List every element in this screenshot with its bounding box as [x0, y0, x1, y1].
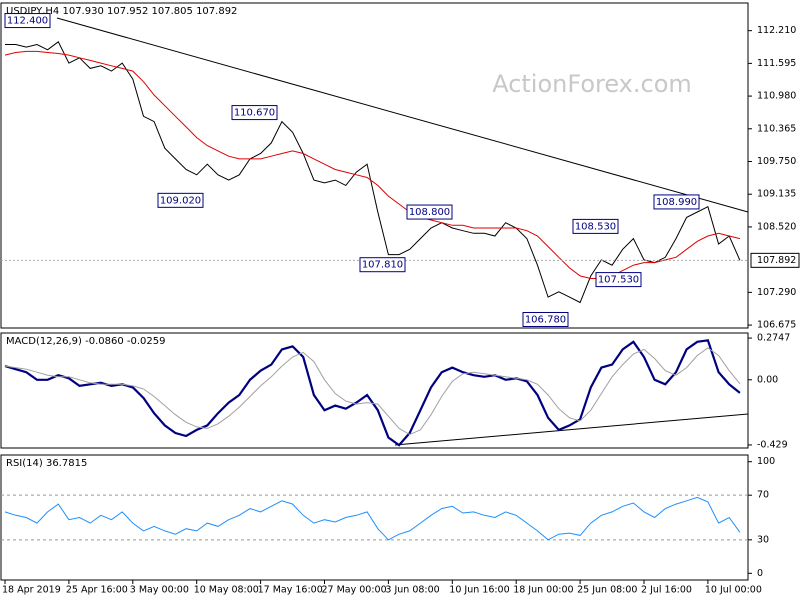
y-tick-label: 30: [757, 534, 769, 545]
y-tick-label: 70: [757, 490, 769, 501]
trend-line: [56, 17, 749, 213]
annotation-label: 107.810: [362, 260, 403, 271]
panel-title: RSI(14) 36.7815: [6, 458, 87, 469]
x-tick-label: 25 Apr 16:00: [66, 585, 128, 596]
current-price-box: [750, 252, 800, 268]
y-tick-label: 112.210: [757, 25, 796, 36]
y-tick-label: 107.290: [757, 287, 796, 298]
y-tick-label: 0: [757, 568, 763, 579]
series-line: [5, 41, 741, 304]
annotation-box: [4, 13, 51, 29]
y-tick-label: 100: [757, 456, 775, 467]
annotation-label: 108.530: [575, 221, 616, 232]
panel-frame: [0, 2, 749, 329]
annotation-box: [653, 194, 700, 210]
annotation-box: [359, 257, 406, 273]
y-tick-label: 110.365: [757, 123, 796, 134]
y-tick-label: 0.2747: [757, 333, 790, 344]
y-tick-label: 111.595: [757, 58, 796, 69]
series-line: [4, 496, 741, 541]
annotation-box: [406, 204, 453, 220]
annotation-label: 110.670: [234, 108, 275, 119]
y-tick-label: -0.429: [757, 439, 788, 450]
x-tick-label: 10 May 08:00: [194, 585, 259, 596]
x-tick-label: 3 Jun 08:00: [385, 585, 439, 596]
panel-title: MACD(12,26,9) -0.0860 -0.0259: [6, 336, 166, 347]
annotation-box: [157, 192, 204, 208]
x-tick-label: 18 Apr 2019: [2, 585, 61, 596]
annotation-label: 108.800: [409, 207, 450, 218]
x-tick-label: 18 Jun 00:00: [513, 585, 573, 596]
annotation-label: 109.020: [160, 195, 201, 206]
annotation-box: [231, 105, 278, 121]
y-tick-label: 0.00: [757, 374, 778, 385]
panel-frame: [0, 454, 749, 581]
current-price-label: 107.892: [757, 255, 796, 266]
panel-frame: [0, 332, 749, 449]
series-line: [4, 339, 741, 447]
x-tick-label: 3 May 00:00: [130, 585, 189, 596]
annotation-label: 107.530: [598, 275, 639, 286]
y-tick-label: 109.135: [757, 189, 796, 200]
y-tick-label: 106.675: [757, 320, 796, 331]
watermark: ActionForex.com: [492, 70, 692, 98]
y-tick-label: 109.750: [757, 156, 796, 167]
x-tick-label: 17 May 16:00: [258, 585, 323, 596]
series-line: [4, 347, 741, 436]
annotation-box: [522, 311, 569, 327]
x-tick-label: 10 Jul 00:00: [705, 585, 762, 596]
annotation-label: 112.400: [7, 16, 48, 27]
annotation-label: 106.780: [525, 314, 566, 325]
x-tick-label: 25 Jun 08:00: [577, 585, 637, 596]
y-tick-label: 108.520: [757, 221, 796, 232]
panel-title: USDJPY,H4 107.930 107.952 107.805 107.89…: [6, 6, 237, 17]
annotation-label: 108.990: [656, 197, 697, 208]
x-tick-label: 10 Jun 16:00: [449, 585, 509, 596]
annotation-box: [572, 218, 619, 234]
y-tick-label: 110.980: [757, 91, 796, 102]
annotation-box: [595, 272, 642, 288]
x-tick-label: 27 May 00:00: [322, 585, 387, 596]
macd-trend-line: [394, 413, 749, 446]
x-tick-label: 2 Jul 16:00: [641, 585, 692, 596]
